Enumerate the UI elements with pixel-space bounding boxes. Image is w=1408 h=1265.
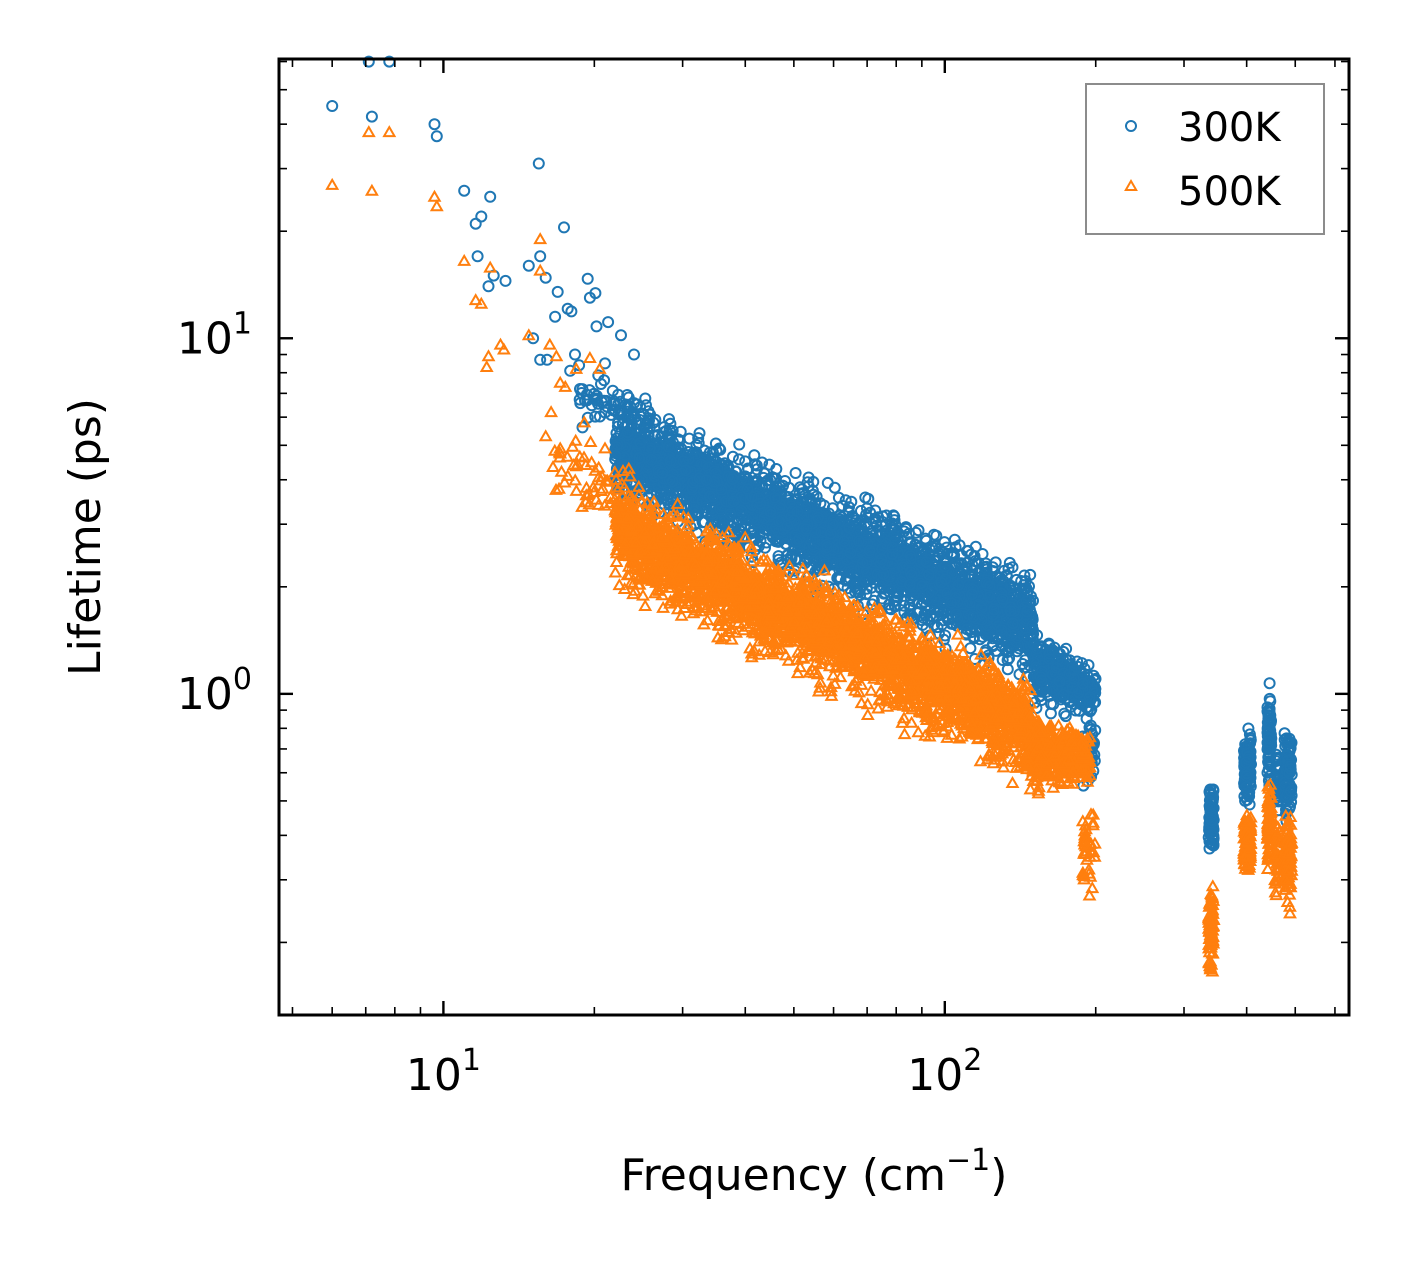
data-point-300k <box>615 329 627 342</box>
data-point-300k <box>588 387 601 400</box>
data-point-300k <box>639 392 652 405</box>
data-point-300k <box>1242 722 1255 735</box>
data-point-300k <box>471 250 484 263</box>
data-point-300k <box>365 110 378 123</box>
data-point-300k <box>475 210 488 223</box>
data-point-300k <box>726 450 739 463</box>
data-point-300k <box>909 526 922 539</box>
data-point-500k <box>325 177 340 190</box>
data-point-500k <box>582 351 597 363</box>
data-point-300k <box>484 190 497 203</box>
data-point-300k <box>596 395 608 408</box>
series-layer <box>325 55 1299 977</box>
data-point-300k <box>733 438 746 451</box>
data-point-500k <box>538 429 553 442</box>
data-point-300k <box>590 394 603 407</box>
data-point-300k <box>607 397 620 410</box>
data-point-300k <box>458 184 471 197</box>
data-point-500k <box>483 260 498 273</box>
data-point-300k <box>789 467 802 479</box>
data-point-300k <box>565 305 578 318</box>
data-point-500k <box>583 435 598 447</box>
data-point-500k <box>533 232 548 245</box>
data-point-300k <box>589 287 602 300</box>
data-point-300k <box>575 387 588 399</box>
data-point-300k <box>428 118 441 131</box>
data-point-500k <box>542 337 557 350</box>
data-point-300k <box>469 217 482 230</box>
data-point-500k <box>364 183 379 196</box>
data-point-300k <box>534 353 547 366</box>
data-point-500k <box>457 253 472 266</box>
data-point-300k <box>362 55 375 68</box>
data-point-300k <box>622 391 635 404</box>
data-point-500k <box>382 125 397 138</box>
data-point-500k <box>479 360 494 372</box>
data-point-500k <box>549 349 564 362</box>
data-point-300k <box>569 348 581 361</box>
data-point-300k <box>621 405 634 418</box>
data-point-300k <box>628 348 640 361</box>
data-point-300k <box>430 130 443 143</box>
data-point-500k <box>911 725 926 738</box>
data-point-300k <box>549 310 562 323</box>
data-point-300k <box>595 378 607 390</box>
data-point-300k <box>581 394 594 407</box>
data-point-300k <box>551 285 564 298</box>
data-point-500k <box>533 263 548 276</box>
data-point-300k <box>581 272 594 285</box>
data-point-300k <box>564 364 577 377</box>
data-point-300k <box>534 250 547 263</box>
data-point-300k <box>859 491 872 504</box>
data-point-300k <box>612 388 625 401</box>
data-point-300k <box>602 316 615 329</box>
data-point-500k <box>897 727 912 740</box>
data-point-500k <box>546 460 560 472</box>
data-point-500k <box>544 405 559 418</box>
data-point-300k <box>326 100 339 112</box>
data-point-300k <box>589 410 602 423</box>
data-point-300k <box>733 453 745 466</box>
data-point-500k <box>568 433 583 446</box>
data-point-500k <box>481 349 496 362</box>
data-point-300k <box>532 157 545 170</box>
data-point-300k <box>912 524 925 537</box>
data-point-300k <box>1263 677 1276 690</box>
data-point-300k <box>964 642 977 655</box>
data-point-300k <box>828 481 841 494</box>
data-point-300k <box>499 274 512 287</box>
data-point-300k <box>482 280 495 293</box>
data-point-300k <box>522 259 535 272</box>
data-point-300k <box>590 320 603 333</box>
data-point-500k <box>427 189 442 202</box>
data-point-300k <box>558 221 570 234</box>
data-point-300k <box>539 271 552 284</box>
data-point-300k <box>609 404 622 416</box>
data-point-500k <box>429 199 444 212</box>
plot-area <box>277 55 1351 1017</box>
data-point-500k <box>361 125 376 138</box>
data-point-500k <box>569 483 584 496</box>
data-point-500k <box>598 441 612 454</box>
data-point-300k <box>692 432 705 445</box>
series-300k <box>326 55 1298 855</box>
